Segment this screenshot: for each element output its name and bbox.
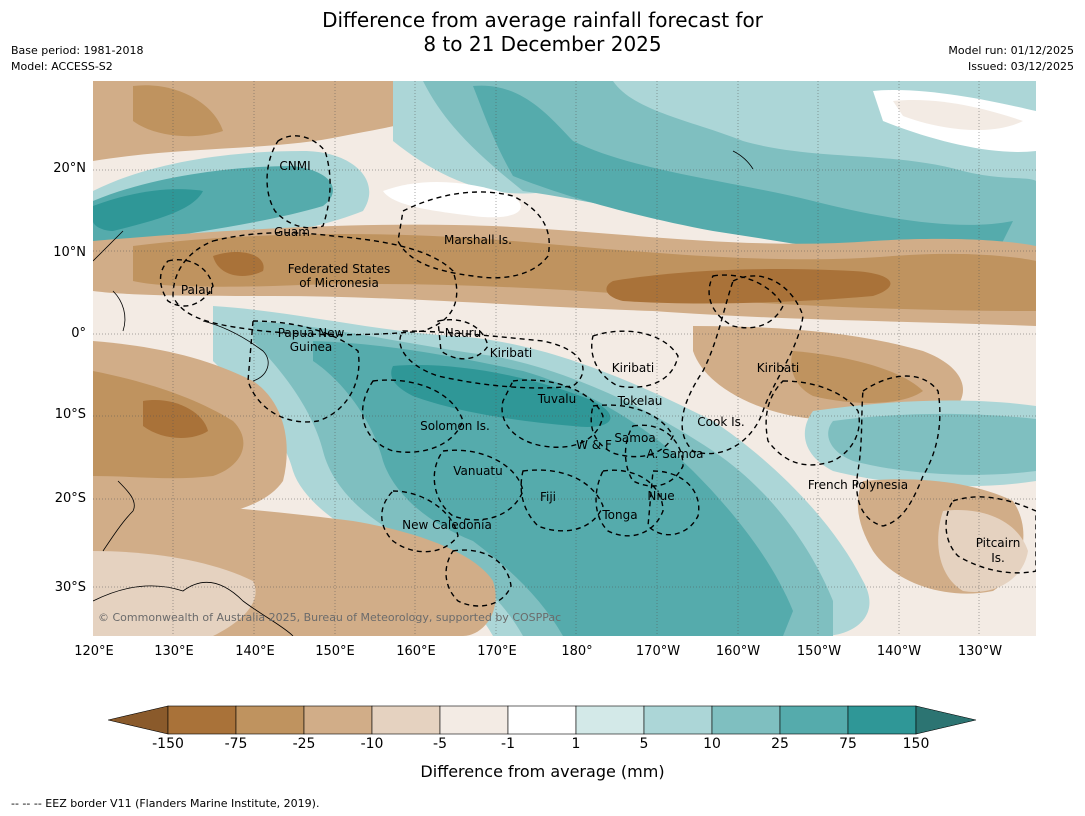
region-labels: CNMI Guam Marshall Is. Palau Federated S…: [181, 159, 1020, 565]
region-label: Kiribati: [757, 361, 799, 375]
region-label: Marshall Is.: [444, 233, 512, 247]
lon-tick: 160°W: [715, 644, 761, 659]
colorbar-label: -75: [224, 736, 248, 752]
region-label: Tonga: [601, 508, 637, 522]
colorbar-label: -25: [292, 736, 316, 752]
colorbar-swatch: [303, 705, 373, 735]
rainfall-map: CNMI Guam Marshall Is. Palau Federated S…: [93, 81, 1036, 636]
region-label: Kiribati: [612, 361, 654, 375]
colorbar-label: 5: [639, 736, 649, 752]
region-label: Nauru: [445, 326, 481, 340]
colorbar-swatch: [711, 705, 781, 735]
region-label: Solomon Is.: [420, 419, 490, 433]
colorbar-label: 1: [571, 736, 581, 752]
region-label: Cook Is.: [697, 415, 744, 429]
colorbar-label: -5: [433, 736, 447, 752]
colorbar-extend-high: [915, 705, 977, 735]
lat-tick: 10°N: [53, 245, 86, 260]
region-label: Niue: [647, 489, 674, 503]
lat-tick: 0°: [71, 326, 86, 341]
colorbar-swatch: [575, 705, 645, 735]
region-label: Pitcairn: [976, 536, 1021, 550]
meta-right: Model run: 01/12/2025 Issued: 03/12/2025: [948, 43, 1074, 75]
colorbar-swatch: [439, 705, 509, 735]
colorbar-title: Difference from average (mm): [420, 762, 665, 781]
region-label: Vanuatu: [453, 464, 503, 478]
lon-tick: 120°E: [74, 644, 114, 659]
colorbar-swatch: [235, 705, 305, 735]
colorbar-label: -1: [501, 736, 515, 752]
issued-date: Issued: 03/12/2025: [967, 60, 1074, 73]
lon-tick: 140°W: [876, 644, 922, 659]
coastlines: [93, 150, 754, 636]
lat-lon-grid: [93, 81, 1036, 636]
region-label: W & F: [576, 438, 612, 452]
region-label: Papua New: [278, 326, 345, 340]
colorbar-label: 10: [703, 736, 721, 752]
model-name: Model: ACCESS-S2: [11, 60, 113, 73]
colorbar-swatch: [371, 705, 441, 735]
colorbar-label: -150: [152, 736, 184, 752]
model-run: Model run: 01/12/2025: [948, 44, 1074, 57]
colorbar-swatch: [507, 705, 577, 735]
base-period: Base period: 1981-2018: [11, 44, 144, 57]
region-label: French Polynesia: [808, 478, 908, 492]
eez-borders: [159, 135, 1036, 607]
lat-tick: 20°S: [54, 491, 86, 506]
region-label: Guinea: [290, 340, 333, 354]
colorbar-swatch: [847, 705, 917, 735]
colorbar-label: 150: [902, 736, 930, 752]
map-title-line2: 8 to 21 December 2025: [423, 32, 662, 56]
lat-tick: 10°S: [54, 407, 86, 422]
colorbar-label: 75: [839, 736, 857, 752]
region-label: Kiribati: [490, 346, 532, 360]
colorbar-extend-low: [108, 705, 169, 735]
copyright-credit: © Commonwealth of Australia 2025, Bureau…: [98, 611, 561, 624]
region-label: Samoa: [614, 431, 655, 445]
rainfall-anomaly-fields: [93, 81, 1036, 636]
colorbar-swatch: [643, 705, 713, 735]
region-label: Federated States: [288, 262, 390, 276]
colorbar-label: -10: [360, 736, 384, 752]
lon-tick: 150°W: [796, 644, 842, 659]
region-label: A. Samoa: [647, 447, 704, 461]
region-label: Palau: [181, 283, 213, 297]
colorbar-swatch: [167, 705, 237, 735]
region-label: CNMI: [279, 159, 310, 173]
lon-tick: 160°E: [396, 644, 436, 659]
lat-tick: 20°N: [53, 161, 86, 176]
region-label: Is.: [991, 551, 1005, 565]
map-title-line1: Difference from average rainfall forecas…: [322, 8, 763, 32]
region-label: Guam: [274, 225, 310, 239]
region-label: New Caledonia: [402, 518, 492, 532]
region-label: of Micronesia: [299, 276, 379, 290]
region-label: Tokelau: [617, 394, 663, 408]
region-label: Tuvalu: [537, 392, 577, 406]
lon-tick: 180°: [561, 644, 593, 659]
eez-footnote: -- -- -- EEZ border V11 (Flanders Marine…: [11, 797, 320, 810]
lon-tick: 170°W: [635, 644, 681, 659]
lon-tick: 140°E: [235, 644, 275, 659]
meta-left: Base period: 1981-2018 Model: ACCESS-S2: [11, 43, 143, 75]
lon-tick: 150°E: [315, 644, 355, 659]
lon-tick: 130°E: [154, 644, 194, 659]
colorbar: [108, 705, 977, 735]
colorbar-label: 25: [771, 736, 789, 752]
lon-tick: 170°E: [477, 644, 517, 659]
colorbar-swatch: [779, 705, 849, 735]
region-label: Fiji: [540, 490, 556, 504]
lon-tick: 130°W: [957, 644, 1003, 659]
lat-tick: 30°S: [54, 580, 86, 595]
